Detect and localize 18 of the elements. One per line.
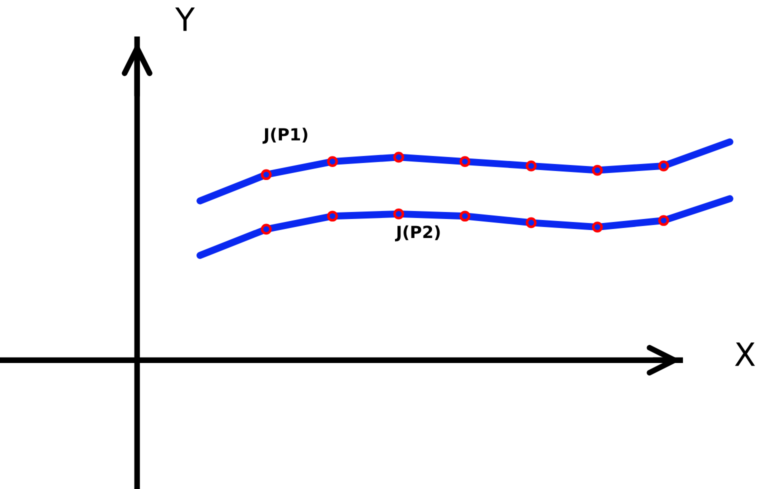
point bbox=[393, 208, 404, 220]
point bbox=[460, 156, 470, 167]
annotation: J(P1) bbox=[262, 128, 308, 144]
point bbox=[327, 210, 338, 222]
y-axis-title: Y bbox=[175, 8, 195, 31]
point bbox=[592, 164, 603, 176]
point bbox=[260, 169, 272, 180]
point bbox=[658, 160, 670, 172]
point bbox=[327, 156, 338, 167]
point bbox=[526, 217, 537, 228]
point bbox=[526, 160, 537, 172]
annotation: J(P2) bbox=[395, 225, 440, 242]
point bbox=[592, 222, 603, 232]
point bbox=[393, 152, 404, 163]
x-axis-title: X bbox=[735, 342, 755, 366]
point bbox=[460, 210, 470, 222]
point bbox=[658, 215, 670, 226]
point bbox=[260, 224, 272, 235]
